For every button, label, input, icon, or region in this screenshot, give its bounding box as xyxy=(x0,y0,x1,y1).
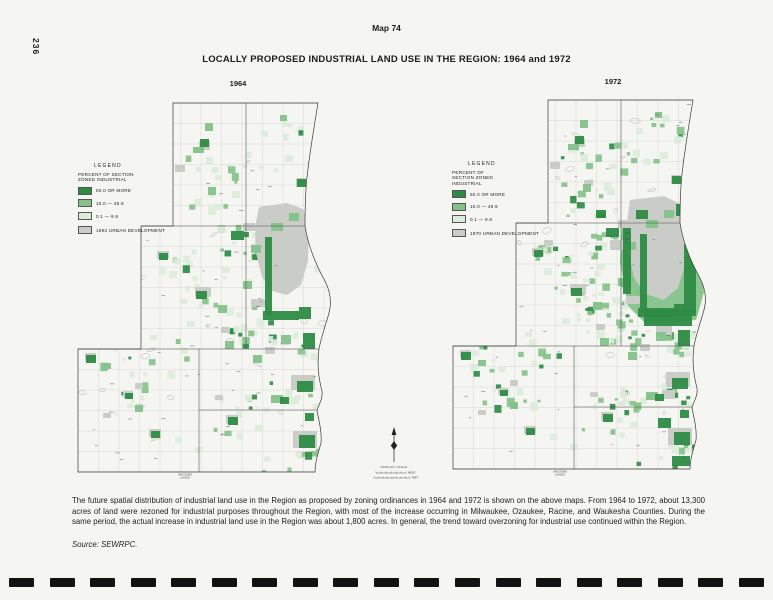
region-outline xyxy=(77,102,331,473)
legend-item-medium-green: 10.0 — 49.9 xyxy=(452,202,539,211)
legend-swatch-light-green xyxy=(452,215,466,224)
legend-swatch-light-green xyxy=(78,212,92,220)
legend-subtitle: PERCENT OF SECTION ZONED INDUSTRIAL xyxy=(78,172,134,183)
legend-swatch-urban-gray xyxy=(78,226,92,234)
legend-swatch-dark-green xyxy=(452,190,466,199)
filmstrip-dash xyxy=(414,578,440,587)
legend-1964: LEGEND PERCENT OF SECTION ZONED INDUSTRI… xyxy=(78,163,165,239)
zoned-industrial-patches xyxy=(86,115,315,453)
legend-swatch-medium-green xyxy=(452,202,466,211)
legend-item-medium-green: 10.0 — 49.9 xyxy=(78,199,165,208)
legend-subtitle: PERCENT OF SECTION ZONED INDUSTRIAL xyxy=(452,170,494,186)
graphic-scale: GRAPHIC SCALE MILES FEET xyxy=(373,465,418,480)
filmstrip-dash xyxy=(657,578,683,587)
page-number: 236 xyxy=(31,38,41,56)
filmstrip-dash xyxy=(252,578,278,587)
filmstrip-dash xyxy=(698,578,724,587)
filmstrip-dash xyxy=(455,578,481,587)
source-note: Source: SEWRPC. xyxy=(72,540,138,549)
scale-miles-label: MILES xyxy=(408,472,416,475)
legend-item-label: 50.0 OR MORE xyxy=(96,188,132,194)
legend-item-light-green: 0.1 — 9.9 xyxy=(452,215,539,224)
zoned-industrial-patches xyxy=(461,112,696,466)
graphic-scale-title: GRAPHIC SCALE xyxy=(380,465,407,469)
filmstrip-dash xyxy=(211,578,237,587)
state-line-label-wisconsin: WISCONSIN xyxy=(553,471,567,474)
filmstrip-dash xyxy=(738,578,764,587)
filmstrip-dash xyxy=(617,578,643,587)
legend-item-label: 10.0 — 49.9 xyxy=(96,200,124,206)
state-line-label-illinois: ILLINOIS xyxy=(180,477,190,480)
scale-feet-label: FEET xyxy=(412,477,418,480)
state-line-label-wisconsin: WISCONSIN xyxy=(178,474,192,477)
filmstrip-dash xyxy=(9,578,34,587)
legend-swatch-urban-gray xyxy=(452,229,466,238)
map-body xyxy=(453,100,706,469)
filmstrip-marks xyxy=(9,577,764,588)
filmstrip-dash xyxy=(373,578,399,587)
legend-title: LEGEND xyxy=(94,163,122,169)
legend-title: LEGEND xyxy=(468,161,496,167)
filmstrip-dash xyxy=(130,578,156,587)
filmstrip-dash xyxy=(333,578,359,587)
region-outline xyxy=(452,99,706,470)
filmstrip-dash xyxy=(90,578,116,587)
map-body xyxy=(78,103,330,472)
map-caption: The future spatial distribution of indus… xyxy=(72,496,705,527)
legend-item-urban: 1963 URBAN DEVELOPMENT xyxy=(78,226,165,234)
legend-item-dark-green: 50.0 OR MORE xyxy=(452,190,539,199)
legend-item-label: 1970 URBAN DEVELOPMENT xyxy=(470,230,540,236)
legend-1972: LEGEND PERCENT OF SECTION ZONED INDUSTRI… xyxy=(452,161,539,242)
legend-swatch-medium-green xyxy=(78,199,92,208)
map-year-label-1964: 1964 xyxy=(229,79,247,88)
filmstrip-dash xyxy=(495,578,521,587)
legend-item-label: 0.1 — 9.9 xyxy=(470,216,493,222)
legend-item-urban: 1970 URBAN DEVELOPMENT xyxy=(452,229,540,238)
legend-item-label: 0.1 — 9.9 xyxy=(96,213,119,219)
legend-item-dark-green: 50.0 OR MORE xyxy=(78,186,165,195)
legend-item-label: 10.0 — 49.9 xyxy=(470,204,498,210)
filmstrip-dash xyxy=(536,578,562,587)
legend-item-label: 1963 URBAN DEVELOPMENT xyxy=(96,227,166,233)
legend-item-light-green: 0.1 — 9.9 xyxy=(78,212,165,220)
filmstrip-dash xyxy=(576,578,602,587)
page-title: LOCALLY PROPOSED INDUSTRIAL LAND USE IN … xyxy=(202,54,571,65)
map-number-label: Map 74 xyxy=(372,23,401,33)
county-boundaries xyxy=(78,103,319,472)
north-arrow-and-scale: GRAPHIC SCALE MILES FEET xyxy=(373,427,418,480)
legend-swatch-dark-green xyxy=(78,186,92,195)
filmstrip-dash xyxy=(49,578,75,587)
county-boundaries xyxy=(453,100,694,469)
filmstrip-dash xyxy=(171,578,197,587)
north-arrow-icon xyxy=(390,427,398,462)
map-year-label-1972: 1972 xyxy=(604,77,622,86)
state-line-label-illinois: ILLINOIS xyxy=(555,474,565,477)
legend-item-label: 50.0 OR MORE xyxy=(470,191,506,197)
filmstrip-dash xyxy=(292,578,318,587)
